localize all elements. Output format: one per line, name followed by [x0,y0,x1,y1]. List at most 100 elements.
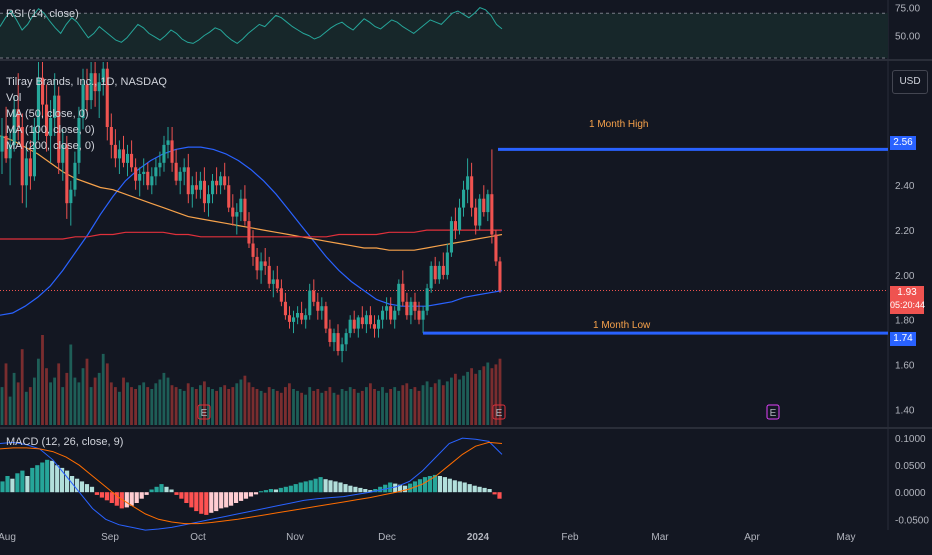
symbol-title: Tilray Brands, Inc., 1D, NASDAQ [6,76,167,88]
macd-histogram-bar [30,467,35,493]
candle-body [401,283,405,302]
earnings-marker-icon [197,404,211,420]
macd-histogram-bar [20,470,25,493]
volume-bar [81,368,85,425]
volume-bar [150,389,154,425]
volume-bar [53,377,56,425]
candle-body [292,317,296,322]
macd-histogram-bar [99,492,104,498]
candle-body [364,315,368,325]
candle-body [8,144,12,159]
volume-bar [24,391,28,425]
macd-histogram-bar [179,492,184,499]
macd-histogram-bar [353,486,358,493]
candle-body [267,265,271,284]
volume-bar [441,385,445,425]
volume-bar [433,383,437,425]
price-tick-label: 2.20 [895,226,915,237]
candle-body [0,135,4,152]
volume-bar [12,372,16,425]
candle-body [283,301,287,316]
volume-bar [389,389,392,425]
price-legend[interactable]: Tilray Brands, Inc., 1D, NASDAQ Vol MA (… [6,74,167,154]
time-tick-label: Aug [0,532,16,543]
volume-bar [478,370,482,425]
candle-body [255,256,259,271]
candle-body [166,140,170,145]
month-high-label: 1 Month High [589,119,649,130]
candle-body [324,306,328,329]
ma50-legend-label: MA (50, close, 0) [6,108,89,120]
time-tick-label: Mar [651,532,669,543]
macd-histogram-bar [25,476,30,493]
macd-histogram-bar [363,489,368,493]
macd-histogram-bar [432,474,437,493]
time-tick-label: Feb [561,532,579,543]
macd-histogram-bar [492,492,497,495]
candle-body [344,333,348,345]
volume-bar [352,389,356,425]
volume-bar [114,387,117,425]
candle-body [409,301,413,316]
volume-bar [174,387,178,425]
volume-bar [8,396,12,425]
macd-histogram-bar [467,484,472,493]
volume-bar [470,368,473,425]
candle-body [126,153,130,163]
volume-bar [263,392,267,425]
candle-body [190,185,194,195]
volume-bar [332,392,336,425]
macd-line [0,441,503,525]
volume-bar [247,382,251,425]
macd-histogram-bar [422,477,428,493]
macd-histogram-bar [268,489,273,493]
macd-histogram-bar [224,492,229,508]
candle-body [182,167,186,172]
volume-bar [186,383,190,425]
macd-histogram-bar [204,492,209,515]
candle-body [393,310,397,320]
candle-body [458,207,462,230]
macd-legend-label: MACD (12, 26, close, 9) [6,436,124,448]
candle-body [101,68,105,83]
macd-histogram-bar [298,482,303,493]
volume-bar [146,387,150,425]
currency-button[interactable]: USD [892,70,928,94]
macd-histogram-bar [323,479,328,493]
candle-body [49,118,53,136]
candle-body [85,84,89,101]
volume-bar [288,383,291,425]
volume-bar [344,390,348,425]
candle-body [69,189,73,204]
macd-legend[interactable]: MACD (12, 26, close, 9) [6,434,123,450]
candle-body [4,135,8,159]
macd-histogram-bar [437,476,442,493]
macd-histogram-bar [119,492,124,509]
currency-label: USD [899,76,921,87]
candle-body [41,77,45,105]
macd-histogram-bar [114,492,119,506]
candle-body [397,283,401,311]
macd-histogram-bar [368,490,373,493]
candle-body [158,162,162,168]
macd-histogram-bar [442,477,447,493]
macd-histogram-bar [10,478,15,493]
volume-bar [28,387,32,425]
candle-body [105,68,109,127]
time-tick-label: Dec [378,532,396,543]
candle-body [77,118,81,163]
volume-bar [126,382,129,425]
candle-body [186,167,190,195]
volume-bar [223,385,227,425]
volume-bar [166,377,170,425]
macd-tick-label: 0.1000 [895,434,926,445]
volume-bar [122,377,125,425]
rsi-legend-label: RSI (14, close) [6,8,79,20]
volume-bar [41,335,44,425]
volume-bar [178,389,182,425]
volume-bar [93,377,97,425]
candle-body [243,198,247,222]
rsi-legend[interactable]: RSI (14, close) [6,6,79,22]
